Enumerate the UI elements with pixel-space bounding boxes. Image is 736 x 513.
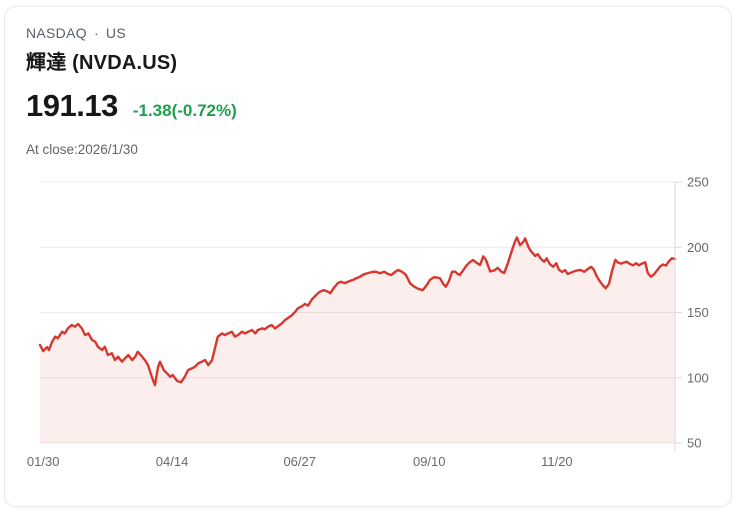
price-chart[interactable]: 50 100 150 200 250 01/30 04/14 06/27 09/10 11/20 bbox=[27, 175, 730, 482]
exchange-row: NASDAQ · US bbox=[26, 25, 126, 41]
x-axis-label: 11/20 bbox=[541, 454, 573, 469]
y-axis-label: 100 bbox=[687, 370, 709, 385]
y-axis-label: 150 bbox=[687, 305, 709, 320]
last-price: 191.13 bbox=[26, 88, 118, 123]
price-line bbox=[38, 236, 677, 387]
y-axis-label: 250 bbox=[687, 175, 709, 190]
stock-title: 輝達 (NVDA.US) bbox=[26, 52, 178, 74]
region-label: US bbox=[105, 25, 126, 41]
price-row: 191.13 -1.38(-0.72%) bbox=[26, 88, 237, 124]
y-axis-label: 50 bbox=[687, 436, 701, 451]
price-change: -1.38(-0.72%) bbox=[132, 101, 237, 120]
y-axis-label: 200 bbox=[687, 240, 709, 255]
exchange-label: NASDAQ bbox=[26, 25, 87, 41]
stock-quote-card: NASDAQ · US 輝達 (NVDA.US) 191.13 -1.38(-0.7… bbox=[4, 6, 732, 507]
price-chart-canvas[interactable]: 50 100 150 200 250 01/30 04/14 06/27 09/10 11/20 bbox=[27, 175, 730, 482]
x-axis-label: 04/14 bbox=[156, 454, 189, 469]
x-axis-label: 09/10 bbox=[413, 454, 446, 469]
close-time-note: At close:2026/1/30 bbox=[26, 142, 138, 157]
x-axis-label: 06/27 bbox=[283, 454, 316, 469]
x-axis-label: 01/30 bbox=[27, 454, 60, 469]
separator-dot: · bbox=[93, 25, 99, 41]
price-area-fill bbox=[40, 237, 675, 443]
